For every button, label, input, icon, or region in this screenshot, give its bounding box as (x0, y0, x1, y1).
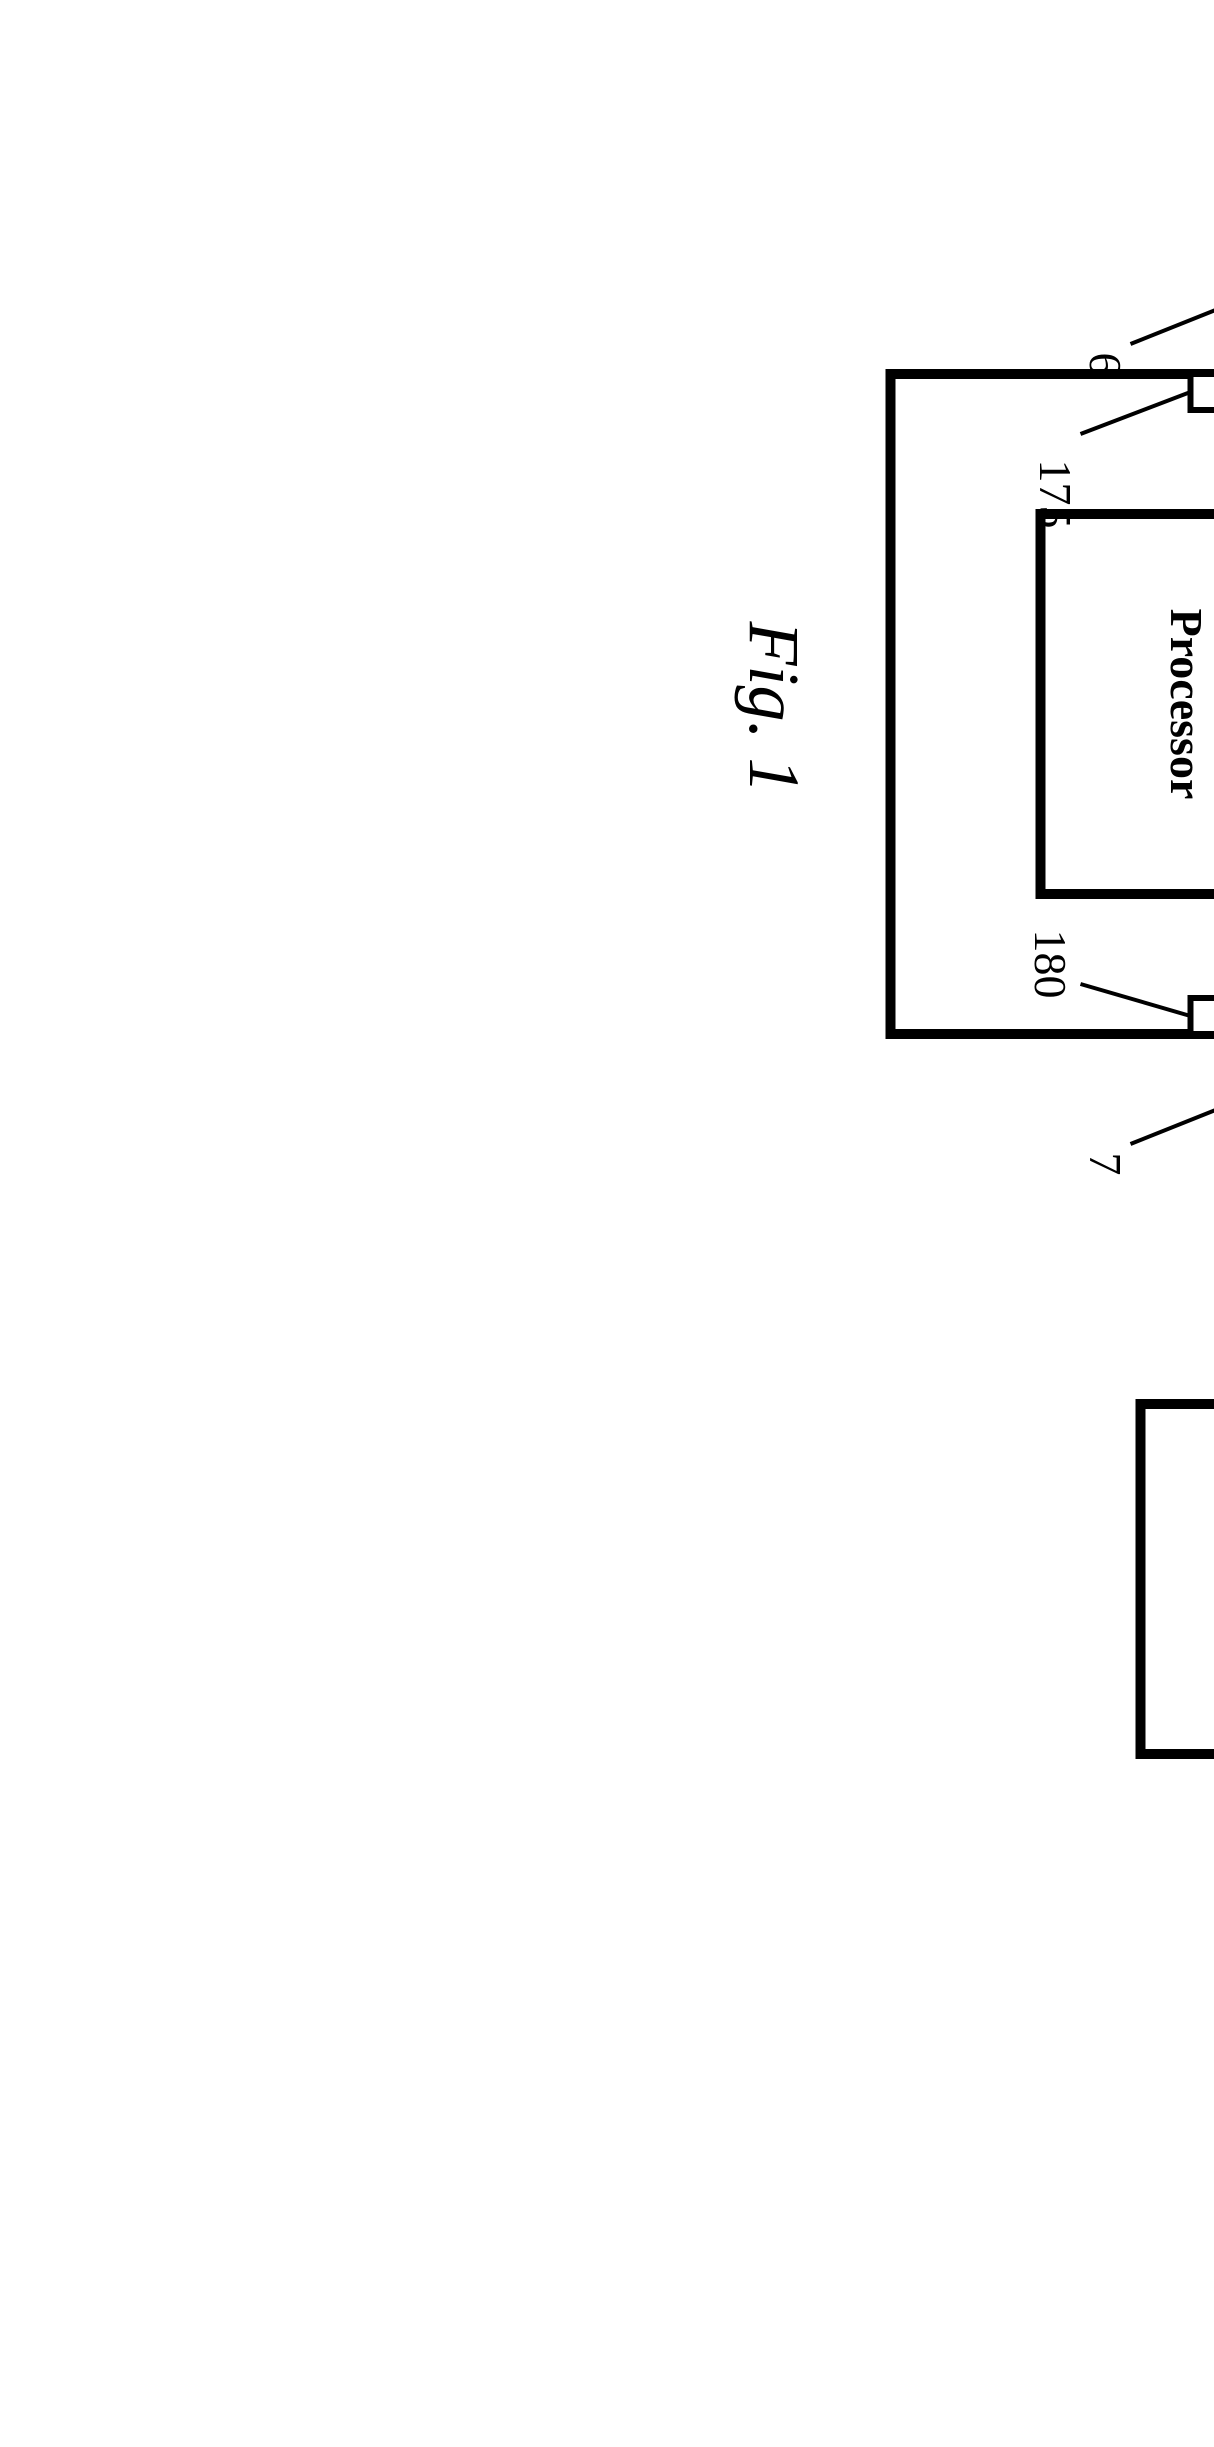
leader-7 (1131, 1104, 1214, 1144)
refnum-175: 175 (1030, 459, 1081, 528)
refnum-6: 6 (1080, 352, 1131, 375)
output-port-box (1191, 998, 1214, 1034)
refnum-7: 7 (1080, 1152, 1131, 1175)
figure-caption: Fig. 1 (734, 620, 814, 793)
input-port-box (1191, 374, 1214, 410)
near-end-device-box (1141, 1404, 1214, 1754)
diagram-svg: Far-EndDevice10Near-EndDevice121N-ABWESi… (617, 0, 1214, 1831)
leader-6 (1131, 304, 1214, 344)
refnum-180: 180 (1025, 929, 1076, 998)
processor-label-l3: Processor (1161, 608, 1212, 799)
figure-stage: Far-EndDevice10Near-EndDevice121N-ABWESi… (617, 0, 1214, 1831)
